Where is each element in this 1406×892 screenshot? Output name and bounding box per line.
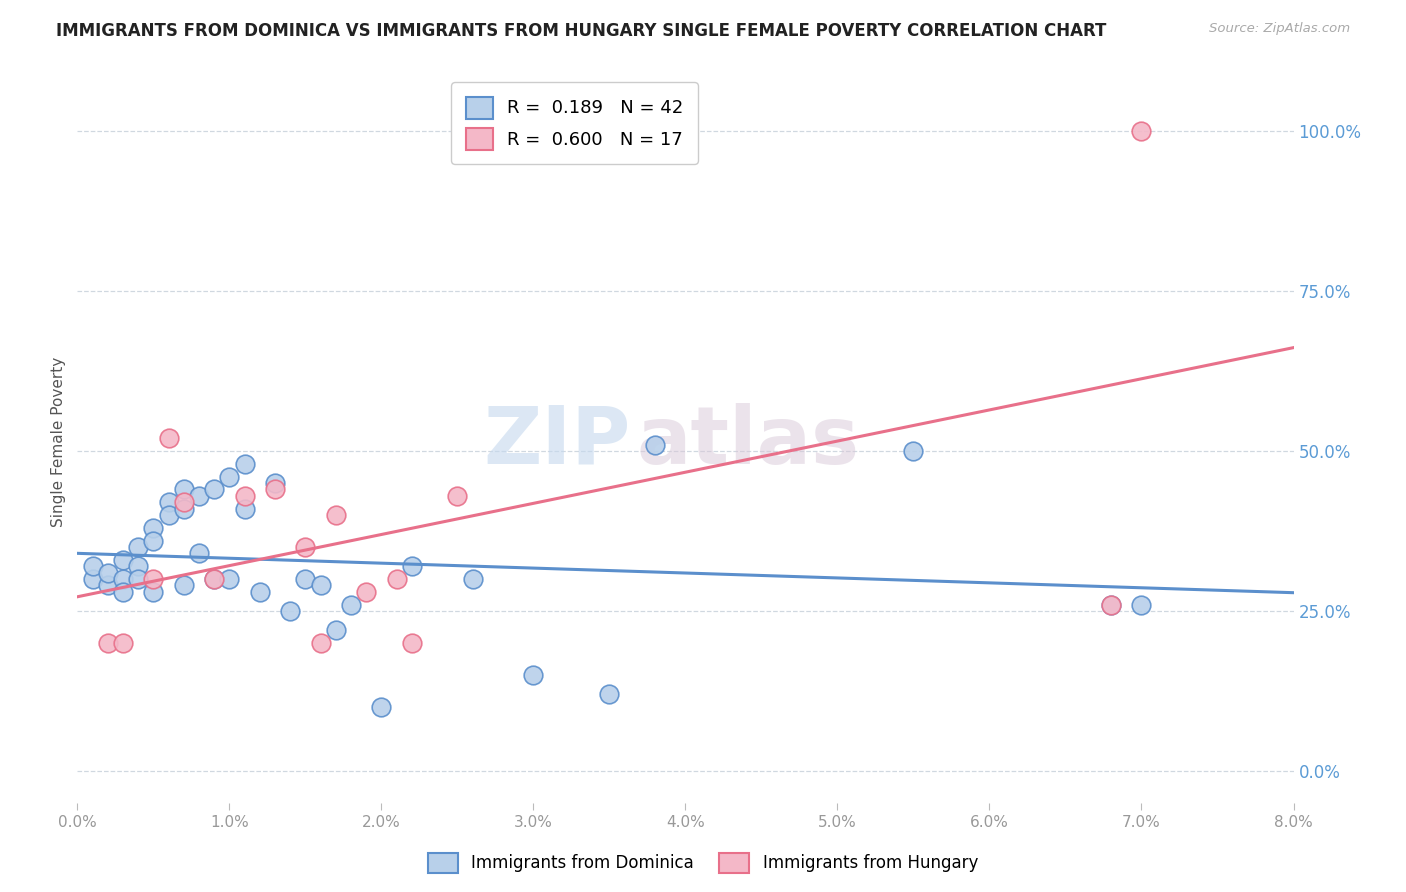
Point — [173, 483, 195, 497]
Point — [202, 572, 225, 586]
Point — [294, 572, 316, 586]
Y-axis label: Single Female Poverty: Single Female Poverty — [51, 357, 66, 526]
Point — [97, 578, 120, 592]
Point — [97, 636, 120, 650]
Point — [264, 476, 287, 491]
Point — [249, 584, 271, 599]
Point — [264, 483, 287, 497]
Point — [173, 578, 195, 592]
Point — [325, 623, 347, 637]
Point — [401, 559, 423, 574]
Point — [202, 483, 225, 497]
Point — [202, 572, 225, 586]
Point — [1130, 598, 1153, 612]
Point — [218, 469, 240, 483]
Point — [461, 572, 484, 586]
Legend: Immigrants from Dominica, Immigrants from Hungary: Immigrants from Dominica, Immigrants fro… — [422, 847, 984, 880]
Point — [233, 489, 256, 503]
Point — [127, 559, 149, 574]
Point — [111, 584, 134, 599]
Point — [370, 699, 392, 714]
Point — [173, 495, 195, 509]
Point — [1099, 598, 1122, 612]
Text: atlas: atlas — [637, 402, 860, 481]
Point — [173, 501, 195, 516]
Point — [522, 668, 544, 682]
Point — [142, 584, 165, 599]
Text: Source: ZipAtlas.com: Source: ZipAtlas.com — [1209, 22, 1350, 36]
Point — [644, 438, 666, 452]
Point — [309, 636, 332, 650]
Point — [233, 457, 256, 471]
Text: IMMIGRANTS FROM DOMINICA VS IMMIGRANTS FROM HUNGARY SINGLE FEMALE POVERTY CORREL: IMMIGRANTS FROM DOMINICA VS IMMIGRANTS F… — [56, 22, 1107, 40]
Point — [157, 495, 180, 509]
Point — [157, 508, 180, 522]
Point — [82, 559, 104, 574]
Point — [278, 604, 301, 618]
Point — [127, 540, 149, 554]
Point — [82, 572, 104, 586]
Point — [446, 489, 468, 503]
Point — [111, 572, 134, 586]
Text: ZIP: ZIP — [484, 402, 631, 481]
Point — [142, 521, 165, 535]
Point — [111, 553, 134, 567]
Point — [1130, 124, 1153, 138]
Point — [598, 687, 620, 701]
Point — [111, 636, 134, 650]
Legend: R =  0.189   N = 42, R =  0.600   N = 17: R = 0.189 N = 42, R = 0.600 N = 17 — [451, 82, 697, 164]
Point — [309, 578, 332, 592]
Point — [188, 489, 211, 503]
Point — [233, 501, 256, 516]
Point — [340, 598, 363, 612]
Point — [1099, 598, 1122, 612]
Point — [142, 533, 165, 548]
Point — [325, 508, 347, 522]
Point — [385, 572, 408, 586]
Point — [97, 566, 120, 580]
Point — [401, 636, 423, 650]
Point — [218, 572, 240, 586]
Point — [188, 546, 211, 560]
Point — [142, 572, 165, 586]
Point — [354, 584, 377, 599]
Point — [127, 572, 149, 586]
Point — [903, 444, 925, 458]
Point — [157, 431, 180, 445]
Point — [294, 540, 316, 554]
